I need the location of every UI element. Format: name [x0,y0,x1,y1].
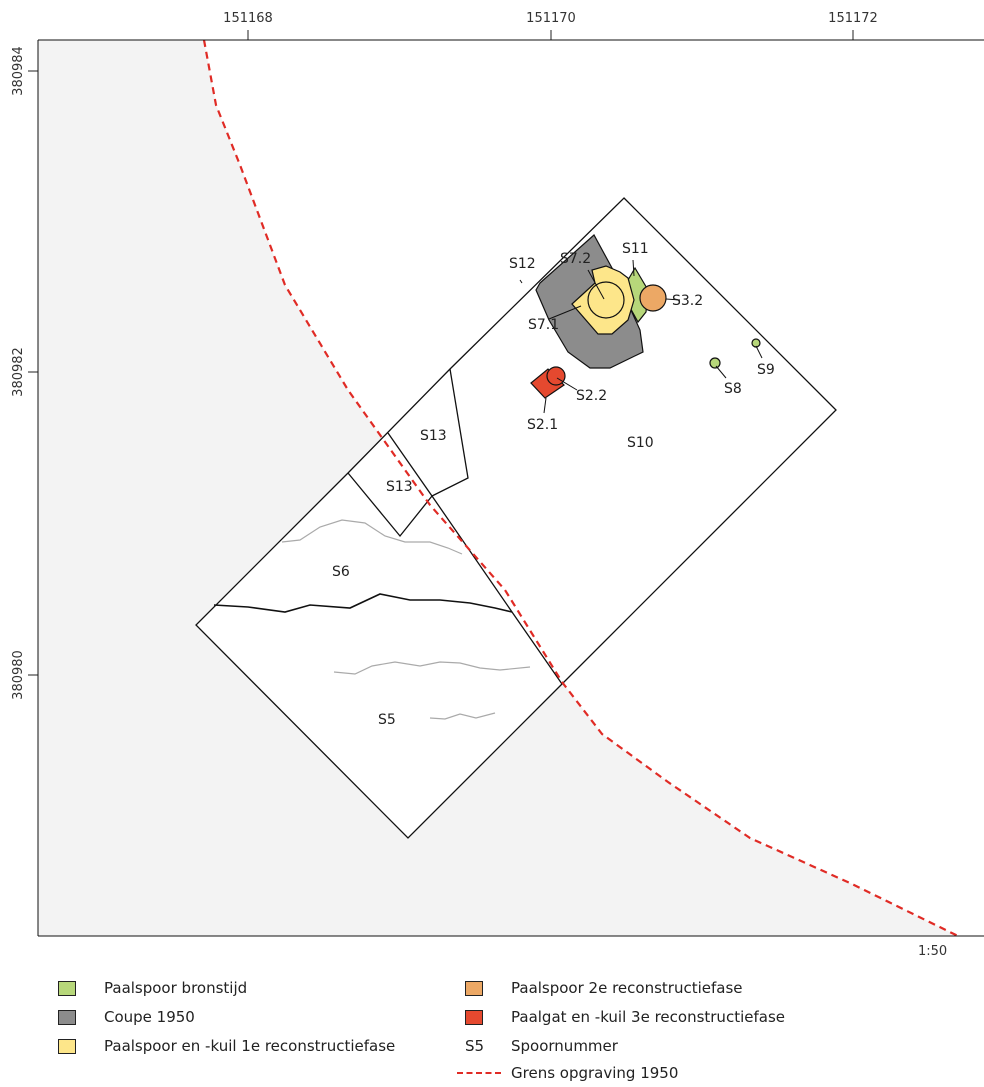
outside-area [38,40,958,936]
label-s6: S6 [332,564,350,580]
spoornummer-symbol: S5 [465,1037,485,1055]
feature-s2-1-fase3 [530,368,565,399]
legend-item-spoornummer: S5 Spoornummer [465,1035,618,1057]
label-s5: S5 [378,712,396,728]
map-border [37,39,984,937]
x-tick-label: 151172 [828,11,878,26]
feature-s9-bronstijd [751,338,761,348]
legend-item-fase3: Paalgat en -kuil 3e reconstructiefase [465,1006,785,1028]
y-tick-label: 380980 [11,650,26,700]
trench-outline [195,197,837,839]
legend-label: Coupe 1950 [104,1008,195,1026]
label-s8: S8 [724,381,742,397]
legend-label: Paalgat en -kuil 3e reconstructiefase [511,1008,785,1026]
x-tick-label: 151170 [526,11,576,26]
label-s12: S12 [509,256,536,272]
grens-opgraving-1950-line [202,39,959,937]
swatch-coupe [58,1009,76,1025]
sketch-line [333,661,531,675]
feature-s3-2-fase2 [639,284,667,312]
swatch-fase2 [465,980,483,996]
swatch-fase1 [58,1038,76,1054]
leader-line [715,365,727,379]
label-s10: S10 [627,435,654,451]
label-s11: S11 [622,241,649,257]
label-s3-2: S3.2 [672,293,703,309]
leader-line [755,345,763,359]
label-s2-2: S2.2 [576,388,607,404]
scale-label: 1:50 [918,944,948,959]
s13-boundary-lower [347,472,433,538]
label-s9: S9 [757,362,775,378]
legend-item-fase1: Paalspoor en -kuil 1e reconstructiefase [58,1035,395,1057]
label-s13: S13 [420,428,447,444]
legend-label: Paalspoor 2e reconstructiefase [511,979,743,997]
legend-item-fase2: Paalspoor 2e reconstructiefase [465,977,743,999]
label-s2-1: S2.1 [527,417,558,433]
x-tick-label: 151168 [223,11,273,26]
leader-line [519,279,523,284]
leader-line [548,305,582,320]
s13-boundary-upper [387,368,469,497]
swatch-fase3 [465,1009,483,1025]
legend-label: Paalspoor en -kuil 1e reconstructiefase [104,1037,396,1055]
legend-item-bronstijd: Paalspoor bronstijd [58,977,247,999]
leader-line [556,377,578,391]
legend-item-coupe: Coupe 1950 [58,1006,195,1028]
leader-line [665,298,681,301]
feature-s8-bronstijd [709,357,721,369]
legend-label: Paalspoor bronstijd [104,979,248,997]
legend-label: Spoornummer [511,1037,618,1055]
sketch-line [429,712,496,720]
legend-item-grens: Grens opgraving 1950 [455,1062,678,1084]
label-s13: S13 [386,479,413,495]
leader-line [587,269,605,300]
y-tick-label: 380984 [11,46,26,96]
label-s7-2: S7.2 [560,251,591,267]
swatch-bronstijd [58,980,76,996]
s6-s5-boundary [213,593,513,613]
leader-line [543,397,547,414]
sketch-line [281,519,463,555]
leader-line [632,259,635,277]
dashed-line-icon [457,1072,501,1074]
y-tick-label: 380982 [11,347,26,397]
axis-ticks [28,30,854,676]
legend-label: Grens opgraving 1950 [511,1064,679,1082]
label-s7-1: S7.1 [528,317,559,333]
feature-s7-2-fase1 [587,281,625,319]
feature-s2-2-fase3 [546,366,566,386]
